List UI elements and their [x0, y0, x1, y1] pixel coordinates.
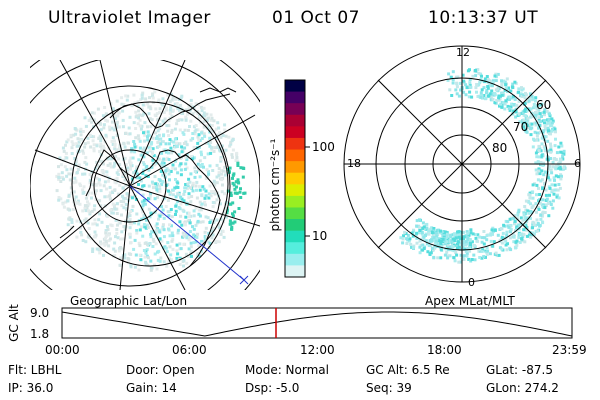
orbit-altitude-curve: [61, 311, 573, 337]
status-ip: IP: 36.0: [8, 381, 54, 395]
polar-grid: [343, 45, 581, 283]
status-dsp: Dsp: -5.0: [245, 381, 300, 395]
gcalt-tick-high: 9.0: [30, 306, 50, 320]
geo-map-label: Geographic Lat/Lon: [70, 294, 188, 308]
status-seq: Seq: 39: [366, 381, 412, 395]
time-label: 10:13:37 UT: [428, 8, 539, 28]
mlat-70-label: 70: [513, 120, 529, 134]
status-glat: GLat: -87.5: [486, 363, 553, 377]
colorbar-tick-10: 10: [312, 229, 328, 243]
status-gain: Gain: 14: [126, 381, 177, 395]
instrument-title: Ultraviolet Imager: [48, 8, 211, 28]
time-tick-2359: 23:59: [552, 343, 587, 357]
time-tick-1800: 18:00: [427, 343, 462, 357]
status-gcalt: GC Alt: 6.5 Re: [366, 363, 450, 377]
time-tick-1200: 12:00: [300, 343, 335, 357]
polar-plot-label: Apex MLat/MLT: [425, 294, 515, 308]
status-mode: Mode: Normal: [245, 363, 329, 377]
mlt-6-label: 6: [574, 157, 581, 170]
time-tick-0000: 00:00: [45, 343, 80, 357]
gcalt-tick-low: 1.8: [30, 327, 50, 341]
mlt-18-label: 18: [347, 157, 361, 170]
gcalt-axis-label: GC Alt: [7, 304, 21, 342]
date-label: 01 Oct 07: [272, 8, 360, 28]
status-door: Door: Open: [126, 363, 195, 377]
colorbar-strip: [285, 80, 305, 278]
colorbar-tick-100: 100: [312, 140, 335, 154]
mlt-12-label: 12: [456, 46, 470, 59]
polar-aurora-image: [399, 68, 567, 264]
mlt-0-label: 0: [468, 276, 475, 289]
mlat-60-label: 60: [536, 98, 552, 112]
geo-grid: [30, 60, 260, 290]
time-tick-0600: 06:00: [172, 343, 207, 357]
status-flt: Flt: LBHL: [8, 363, 62, 377]
mlat-80-label: 80: [492, 141, 508, 155]
status-glon: GLon: 274.2: [486, 381, 559, 395]
